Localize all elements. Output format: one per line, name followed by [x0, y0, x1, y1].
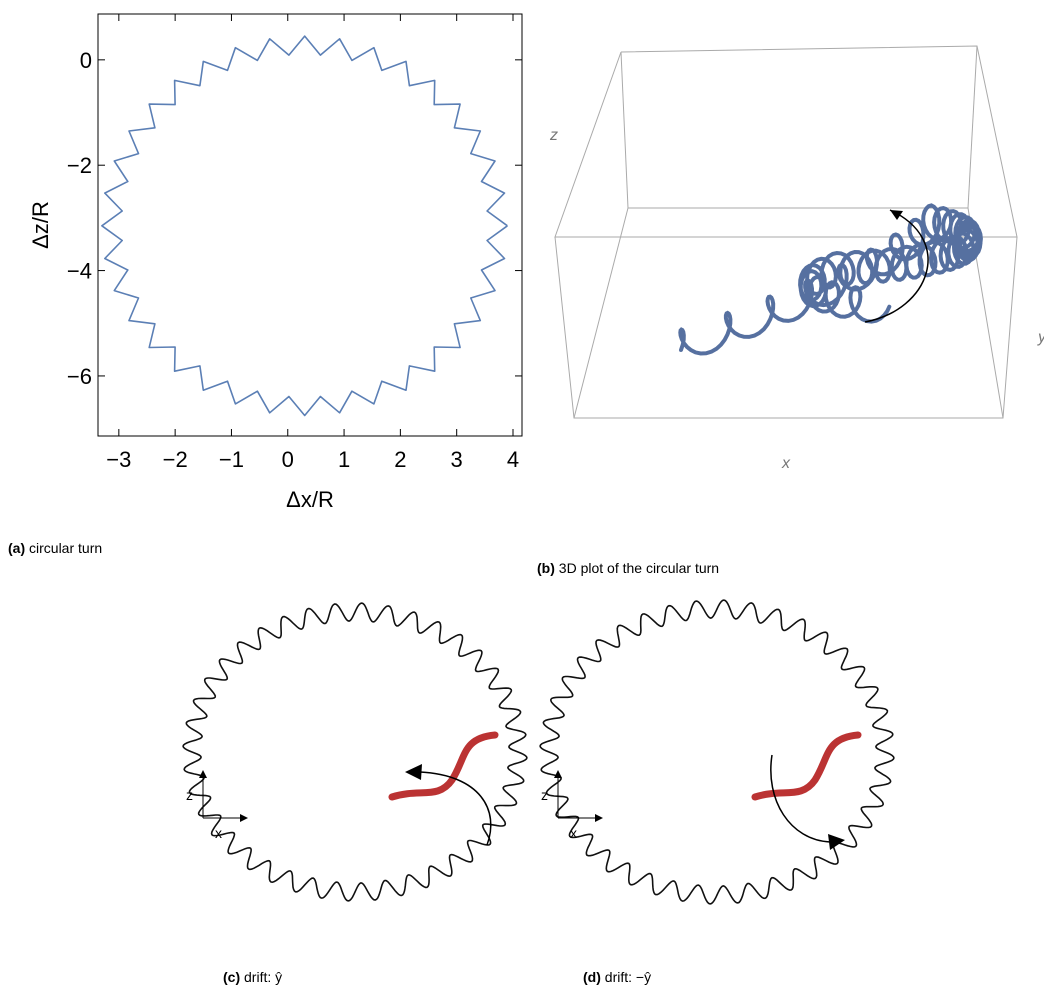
inset-arrow-heads — [554, 770, 603, 822]
trajectory — [539, 599, 895, 905]
x-axis-label: Δx/R — [286, 487, 334, 512]
x-tick-label: −3 — [106, 447, 131, 472]
y-tick-label: −4 — [67, 259, 92, 284]
helix-segment — [388, 731, 499, 801]
inset-axes — [557, 773, 600, 819]
trajectory-line — [101, 35, 508, 417]
caption: (a) circular turn — [8, 540, 102, 556]
y-tick-label: −2 — [67, 153, 92, 178]
x-tick-label: −1 — [219, 447, 244, 472]
x-tick-label: −2 — [163, 447, 188, 472]
axis-label: z — [549, 127, 558, 144]
arrow-head — [890, 210, 903, 220]
caption-text: 3D plot of the circular turn — [559, 560, 719, 576]
x-tick-label: 1 — [338, 447, 350, 472]
arrow-head — [405, 764, 422, 780]
x-tick-label: 3 — [451, 447, 463, 472]
axis-label: x — [781, 455, 791, 472]
plot-frame — [97, 13, 523, 437]
caption: (c) drift: ŷ — [223, 969, 282, 985]
axis-label: x — [215, 825, 222, 841]
arrow — [864, 209, 929, 323]
caption: (d) drift: −ŷ — [583, 969, 651, 985]
x-tick-label: 4 — [507, 447, 519, 472]
caption-text: circular turn — [29, 540, 102, 556]
arrow-head — [828, 834, 845, 850]
axis-label: z — [186, 787, 193, 803]
caption-label: (b) — [537, 560, 555, 576]
caption-text: drift: ŷ — [244, 969, 282, 985]
caption-label: (d) — [583, 969, 601, 985]
helix-path — [678, 203, 983, 356]
inset-arrow-heads — [199, 770, 248, 822]
axis-label: z — [541, 787, 548, 803]
y-axis-label: Δz/R — [28, 201, 53, 249]
x-tick-label: 2 — [394, 447, 406, 472]
y-tick-label: −6 — [67, 364, 92, 389]
helix-segment — [751, 731, 862, 801]
axis-label: y — [1037, 329, 1044, 346]
trajectory — [182, 602, 528, 902]
caption: (b) 3D plot of the circular turn — [537, 560, 719, 576]
helix-3d — [678, 203, 983, 356]
y-tick-label: 0 — [80, 48, 92, 73]
wavy-curve — [539, 599, 895, 905]
wavy-curve — [182, 602, 528, 902]
arrow — [419, 771, 492, 846]
axis-label: x — [570, 825, 577, 841]
x-tick-label: 0 — [282, 447, 294, 472]
inset-axes — [202, 773, 245, 819]
caption-text: drift: −ŷ — [605, 969, 651, 985]
caption-label: (a) — [8, 540, 25, 556]
caption-label: (c) — [223, 969, 240, 985]
arrow — [770, 754, 831, 843]
